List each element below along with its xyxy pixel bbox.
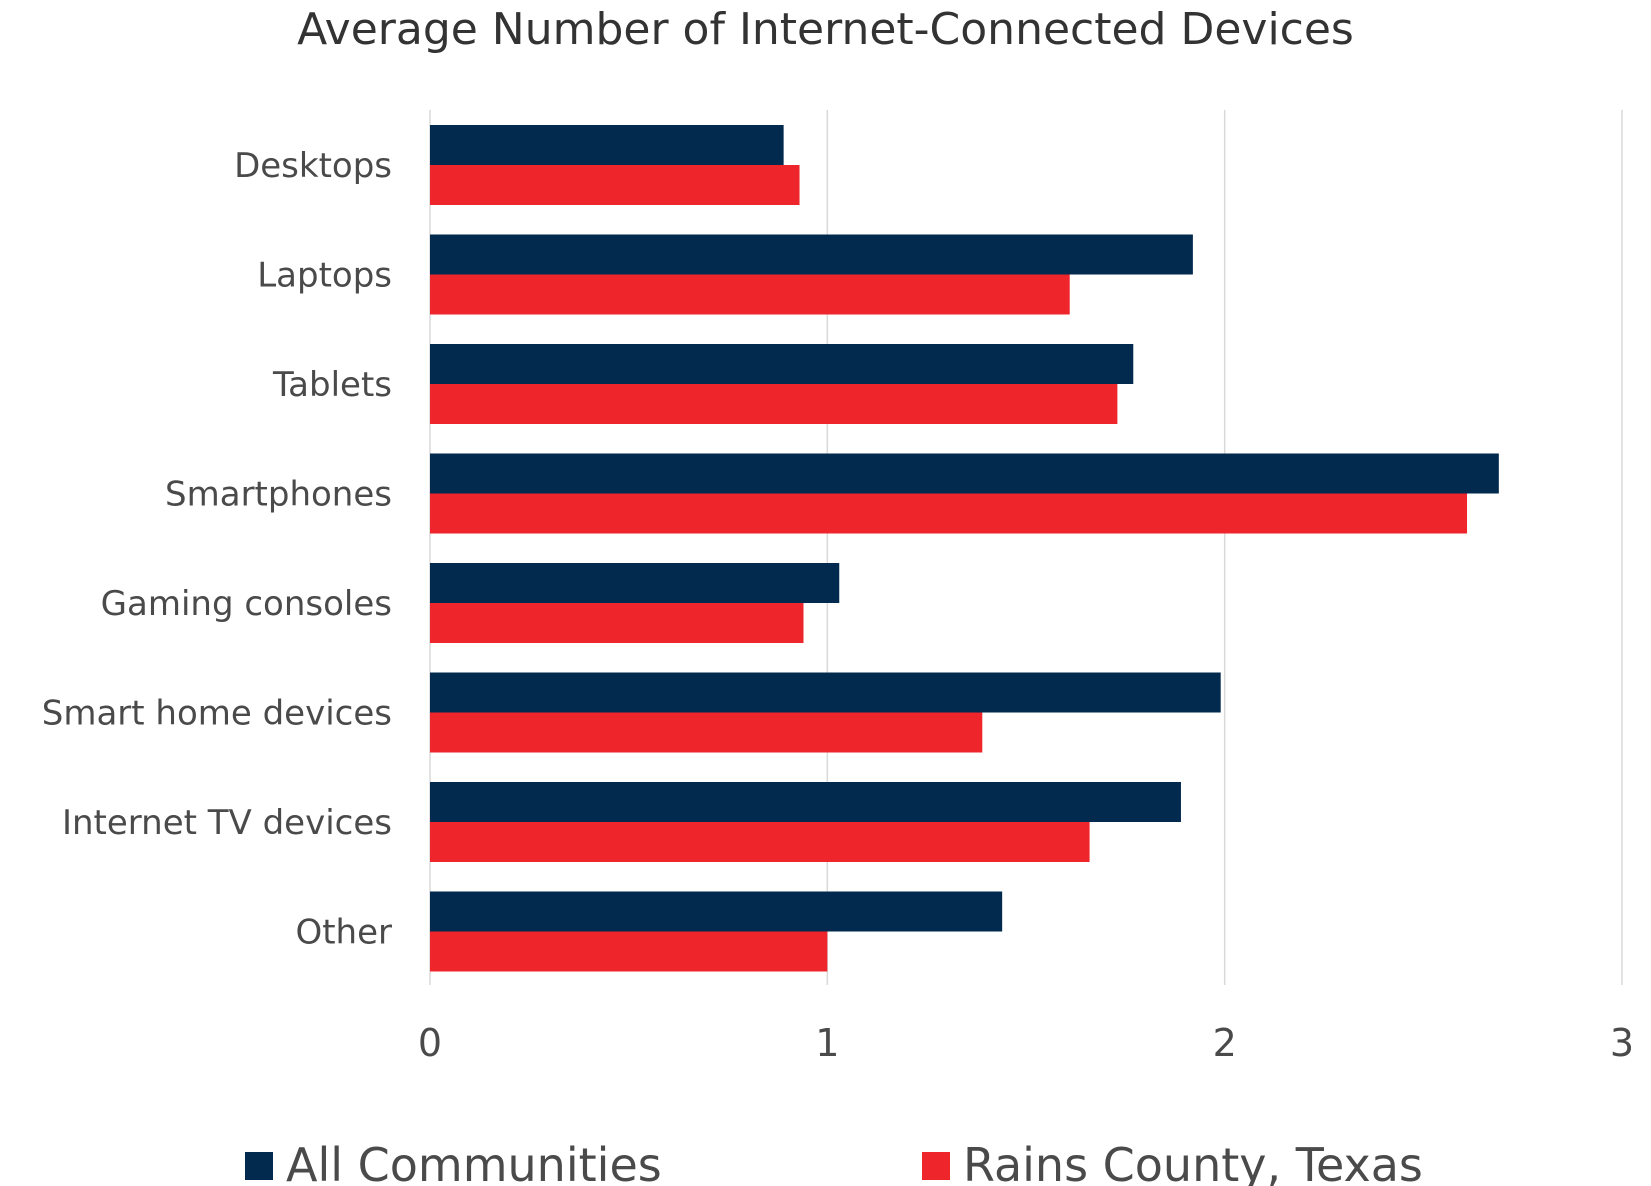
bars [430, 125, 1499, 972]
bar-rains-county-gaming-consoles [430, 603, 804, 643]
bar-all-communities-other [430, 891, 1003, 932]
legend-label: Rains County, Texas [963, 1138, 1423, 1186]
legend-label: All Communities [286, 1138, 662, 1186]
legend: All Communities Rains County, Texas [245, 1138, 1423, 1186]
legend-swatch [245, 1152, 273, 1180]
category-labels: Desktops Laptops Tablets Smartphones Gaming … [42, 146, 392, 953]
bar-all-communities-gaming-consoles [430, 563, 840, 603]
bar-all-communities-tablets [430, 344, 1134, 384]
category-label: Tablets [272, 365, 392, 405]
category-label: Smartphones [165, 475, 392, 515]
legend-swatch [922, 1152, 950, 1180]
bar-all-communities-desktops [430, 125, 784, 165]
x-tick-label: 1 [815, 1021, 839, 1065]
chart-title: Average Number of Internet-Connected Dev… [297, 4, 1354, 55]
x-tick-label: 0 [418, 1021, 442, 1065]
category-label: Smart home devices [42, 694, 392, 734]
category-label: Laptops [257, 256, 392, 296]
category-label: Gaming consoles [101, 584, 392, 624]
bar-all-communities-internet-tv-devices [430, 782, 1181, 822]
category-label: Other [295, 913, 392, 953]
category-label: Desktops [234, 146, 392, 186]
bar-rains-county-other [430, 931, 828, 972]
bar-rains-county-smartphones [430, 493, 1468, 534]
bar-rains-county-laptops [430, 274, 1070, 315]
bar-rains-county-desktops [430, 165, 800, 205]
bar-all-communities-smart-home-devices [430, 672, 1221, 713]
bar-rains-county-internet-tv-devices [430, 822, 1090, 862]
bar-rains-county-tablets [430, 384, 1118, 424]
x-tick-label: 3 [1610, 1021, 1634, 1065]
bar-all-communities-laptops [430, 234, 1193, 275]
bar-rains-county-smart-home-devices [430, 712, 983, 753]
category-label: Internet TV devices [62, 803, 392, 843]
bar-all-communities-smartphones [430, 453, 1499, 494]
x-tick-labels: 0 1 2 3 [418, 1021, 1634, 1065]
x-tick-label: 2 [1213, 1021, 1237, 1065]
